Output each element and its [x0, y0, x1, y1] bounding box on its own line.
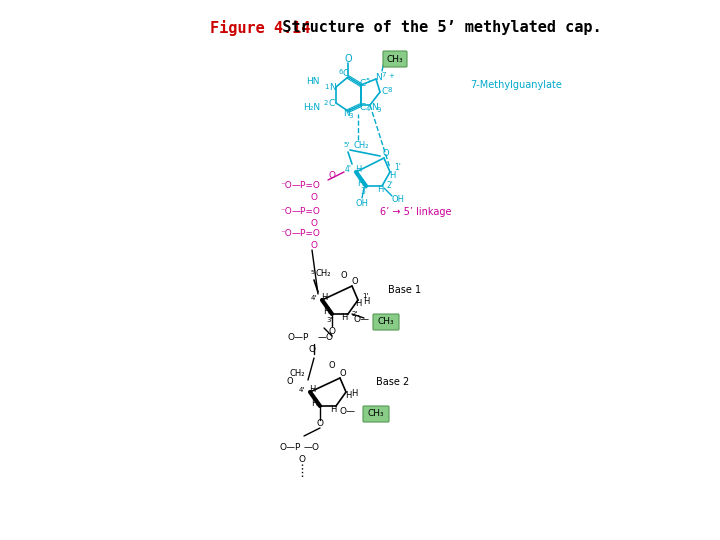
Text: O: O	[344, 54, 352, 64]
Text: 4: 4	[366, 106, 370, 112]
Text: O: O	[329, 361, 336, 370]
Text: OH: OH	[356, 199, 369, 208]
Text: CH₃: CH₃	[378, 318, 395, 327]
Text: 8: 8	[388, 87, 392, 93]
Text: N: N	[343, 110, 349, 118]
Text: ⁻O: ⁻O	[280, 230, 292, 239]
Text: C: C	[343, 70, 349, 78]
Text: H: H	[389, 172, 395, 180]
Text: 2': 2'	[352, 311, 358, 317]
Text: O: O	[287, 377, 293, 387]
Text: ⁻O: ⁻O	[280, 181, 292, 191]
Text: —P=O: —P=O	[292, 230, 320, 239]
Text: O: O	[383, 150, 390, 159]
Text: CH₂: CH₂	[290, 369, 305, 379]
Text: HN: HN	[307, 78, 320, 86]
Text: H₂N: H₂N	[303, 104, 320, 112]
Text: —P=O: —P=O	[292, 207, 320, 217]
Text: Figure 4.14: Figure 4.14	[210, 20, 310, 36]
Text: CH₂: CH₂	[354, 140, 369, 150]
Text: O: O	[351, 278, 359, 287]
Text: H: H	[345, 392, 351, 401]
Text: O: O	[340, 369, 346, 379]
Text: OH: OH	[392, 195, 405, 205]
Text: O: O	[317, 420, 323, 429]
Text: 1: 1	[324, 84, 328, 90]
Text: O: O	[310, 241, 318, 251]
Text: O—: O—	[340, 407, 356, 415]
Text: —O: —O	[304, 443, 320, 453]
Text: O: O	[328, 172, 336, 180]
Text: H: H	[351, 389, 357, 399]
Text: 5': 5'	[343, 142, 350, 148]
Text: CH₂: CH₂	[316, 268, 331, 278]
Text: N: N	[376, 72, 382, 82]
FancyBboxPatch shape	[383, 51, 407, 67]
Text: O: O	[310, 219, 318, 228]
Text: O: O	[308, 346, 315, 354]
Text: C: C	[382, 87, 388, 97]
Text: 6: 6	[338, 69, 343, 75]
Text: 5: 5	[310, 269, 314, 274]
Text: —O: —O	[318, 334, 334, 342]
Text: N: N	[371, 104, 377, 112]
Text: 4': 4'	[311, 295, 317, 301]
Text: 3': 3'	[361, 187, 367, 197]
Text: 5: 5	[366, 78, 370, 84]
Text: H: H	[321, 294, 327, 302]
FancyBboxPatch shape	[373, 314, 399, 330]
Text: O: O	[328, 327, 336, 336]
Text: N: N	[328, 83, 336, 91]
Text: H: H	[323, 307, 329, 316]
Text: 9: 9	[377, 107, 382, 113]
Text: CH₃: CH₃	[387, 55, 403, 64]
Text: ⁻O: ⁻O	[280, 207, 292, 217]
Text: H: H	[355, 165, 361, 173]
Text: 2': 2'	[387, 181, 393, 191]
Text: 1': 1'	[362, 293, 368, 299]
Text: C: C	[329, 98, 335, 107]
Text: H: H	[341, 313, 347, 321]
Text: C: C	[360, 103, 366, 111]
Text: O: O	[341, 272, 347, 280]
Text: 4': 4'	[299, 387, 305, 393]
Text: H: H	[357, 179, 363, 188]
Text: H: H	[309, 386, 315, 395]
FancyBboxPatch shape	[363, 406, 389, 422]
Text: 4': 4'	[344, 165, 351, 174]
Text: O: O	[299, 456, 305, 464]
Text: 7: 7	[382, 72, 386, 78]
Text: 2: 2	[324, 100, 328, 106]
Text: O—: O—	[354, 314, 370, 323]
Text: —P=O: —P=O	[292, 181, 320, 191]
Text: 7-Methylguanylate: 7-Methylguanylate	[470, 80, 562, 90]
Text: 1': 1'	[395, 164, 402, 172]
Text: H: H	[363, 298, 369, 307]
Text: Base 1: Base 1	[388, 285, 421, 295]
Text: H: H	[355, 300, 361, 308]
Text: H: H	[330, 404, 336, 414]
Text: Structure of the 5’ methylated cap.: Structure of the 5’ methylated cap.	[264, 20, 602, 35]
Text: 3': 3'	[327, 317, 333, 323]
Text: H: H	[377, 185, 383, 193]
Text: 3: 3	[348, 113, 354, 119]
Text: H: H	[311, 400, 318, 408]
Text: 6’ → 5’ linkage: 6’ → 5’ linkage	[380, 207, 451, 217]
Text: +: +	[388, 73, 394, 79]
Text: O—P: O—P	[287, 334, 309, 342]
Text: C: C	[360, 78, 366, 87]
Text: Base 2: Base 2	[376, 377, 409, 387]
Text: CH₃: CH₃	[368, 409, 384, 418]
Text: O: O	[310, 193, 318, 202]
Text: O—P: O—P	[279, 443, 301, 453]
